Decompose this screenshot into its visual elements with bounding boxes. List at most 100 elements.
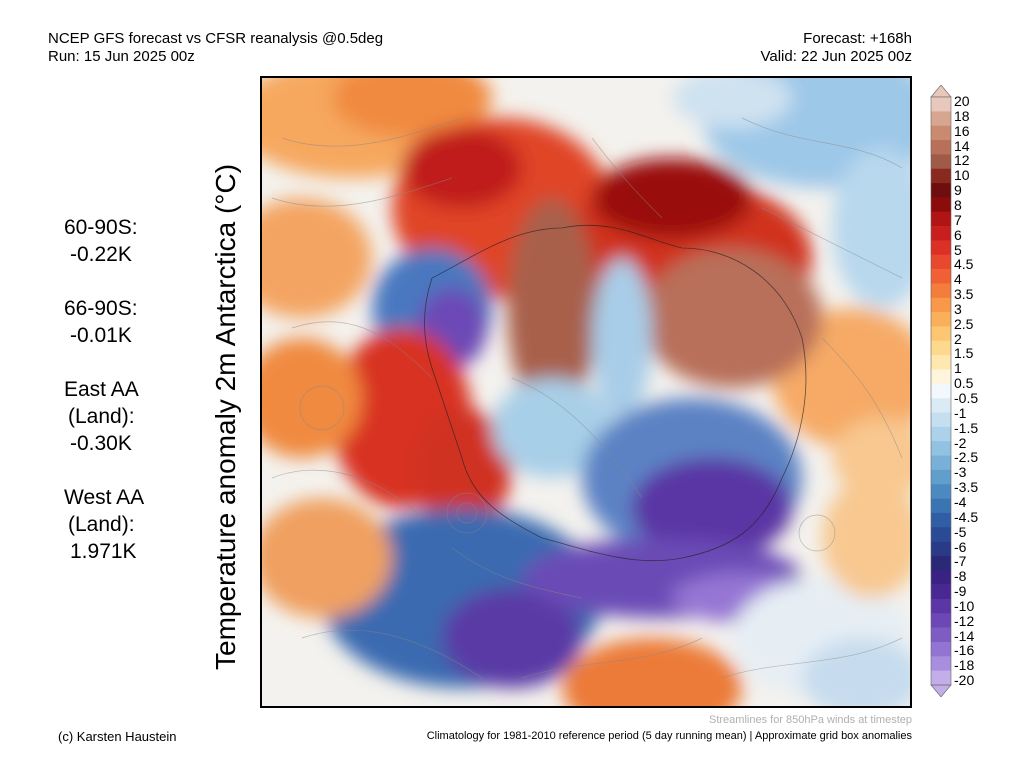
colorbar-swatch [931, 656, 951, 671]
climatology-note: Climatology for 1981-2010 reference peri… [426, 730, 912, 742]
colorbar-tick-label: -9 [954, 583, 967, 600]
colorbar-swatch [931, 312, 951, 327]
forecast-hour: Forecast: +168h [803, 30, 912, 47]
stat-east-aa: East AA (Land): -0.30K [64, 376, 144, 457]
header-right: Forecast: +168h Valid: 22 Jun 2025 00z [760, 30, 912, 66]
stat-label: East AA [64, 378, 139, 401]
stat-label: West AA [64, 486, 145, 509]
colorbar-tick-label: -0.5 [954, 390, 979, 406]
anomaly-field [262, 78, 910, 706]
colorbar-tick-label: 3 [954, 300, 962, 317]
header-left: NCEP GFS forecast vs CFSR reanalysis @0.… [48, 30, 383, 66]
colorbar-swatch [931, 297, 951, 313]
colorbar-tick-label: 1.5 [954, 345, 974, 362]
colorbar-tick-label: 2.5 [954, 315, 974, 332]
colorbar-tick-label: -18 [954, 657, 975, 674]
colorbar-tick-label: 4 [954, 271, 962, 288]
colorbar-swatch [931, 369, 951, 385]
stat-west-aa: West AA (Land): 1.971K [64, 484, 144, 565]
colorbar-swatch [931, 570, 951, 585]
stat-60-90s: 60-90S: -0.22K [64, 214, 144, 268]
regional-stats: 60-90S: -0.22K 66-90S: -0.01K East AA (L… [64, 214, 144, 592]
colorbar [930, 84, 952, 702]
colorbar-tick-label: 0.5 [954, 375, 974, 392]
stat-value: 1.971K [70, 540, 137, 563]
stat-value: -0.01K [70, 324, 132, 347]
colorbar-swatch [931, 211, 951, 227]
colorbar-tick-label: -4.5 [954, 508, 979, 525]
antarctica-coastline [424, 224, 807, 562]
colorbar-tick-label: -4 [954, 493, 967, 510]
colorbar-swatch [931, 97, 951, 112]
colorbar-tick-label: 2 [954, 330, 962, 347]
colorbar-tick-label: -6 [954, 538, 967, 555]
colorbar-swatches [930, 84, 952, 698]
colorbar-swatch [931, 484, 951, 499]
colorbar-tick-label: -2.5 [954, 449, 979, 466]
colorbar-swatch [931, 111, 951, 126]
colorbar-swatch [931, 613, 951, 628]
colorbar-tick-label: -1 [954, 404, 967, 421]
anomaly-map[interactable] [260, 76, 912, 708]
colorbar-tick-label: -2 [954, 434, 967, 451]
colorbar-tick-label: -14 [954, 627, 975, 644]
colorbar-tick-label: 20 [954, 93, 970, 109]
colorbar-swatch [931, 527, 951, 542]
colorbar-tick-label: -20 [954, 672, 975, 689]
colorbar-swatch [931, 670, 951, 686]
colorbar-tick-label: 12 [954, 152, 970, 169]
colorbar-tick-label: -1.5 [954, 419, 979, 436]
credit: (c) Karsten Haustein [58, 729, 177, 744]
stat-label-sub: (Land): [68, 405, 135, 428]
stat-value: -0.22K [70, 243, 132, 266]
colorbar-swatch [931, 455, 951, 471]
stat-label-sub: (Land): [68, 513, 135, 536]
colorbar-swatch [931, 340, 951, 356]
colorbar-swatch [931, 412, 951, 428]
colorbar-swatch [931, 627, 951, 643]
colorbar-max-arrow [930, 84, 952, 98]
colorbar-swatch [931, 197, 951, 213]
colorbar-swatch [931, 584, 951, 600]
colorbar-swatch [931, 355, 951, 370]
map-title: Temperature anomaly 2m Antarctica (°C) [210, 163, 241, 670]
colorbar-tick-label: -7 [954, 553, 967, 570]
colorbar-tick-label: -8 [954, 568, 967, 585]
colorbar-swatch [931, 183, 951, 198]
colorbar-tick-label: -16 [954, 642, 975, 659]
colorbar-tick-label: -5 [954, 523, 967, 540]
colorbar-tick-label: -3 [954, 464, 967, 481]
colorbar-swatch [931, 269, 951, 284]
colorbar-swatch [931, 383, 951, 399]
colorbar-swatch [931, 541, 951, 557]
colorbar-tick-label: 5 [954, 241, 962, 258]
colorbar-tick-label: 18 [954, 107, 970, 124]
colorbar-swatch [931, 240, 951, 256]
colorbar-swatch [931, 168, 951, 184]
streamlines [271, 117, 903, 679]
colorbar-tick-label: 10 [954, 167, 970, 184]
colorbar-swatch [931, 125, 951, 141]
colorbar-swatch [931, 140, 951, 155]
colorbar-swatch [931, 469, 951, 485]
colorbar-min-arrow [930, 684, 952, 698]
colorbar-tick-label: 4.5 [954, 256, 974, 273]
stat-value: -0.30K [70, 432, 132, 455]
colorbar-swatch [931, 326, 951, 342]
colorbar-tick-label: 14 [954, 137, 970, 154]
streamline-note: Streamlines for 850hPa winds at timestep [709, 714, 912, 726]
colorbar-tick-label: 9 [954, 182, 962, 199]
colorbar-swatch [931, 398, 951, 413]
colorbar-swatch [931, 283, 951, 299]
colorbar-swatch [931, 641, 951, 657]
colorbar-swatch [931, 426, 951, 442]
colorbar-swatch [931, 555, 951, 571]
colorbar-tick-label: -3.5 [954, 479, 979, 496]
colorbar-tick-label: 8 [954, 196, 962, 213]
valid-time: Valid: 22 Jun 2025 00z [760, 48, 912, 65]
colorbar-tick-label: 1 [954, 360, 962, 377]
run-time: Run: 15 Jun 2025 00z [48, 48, 195, 65]
colorbar-tick-label: -12 [954, 612, 975, 629]
stat-66-90s: 66-90S: -0.01K [64, 295, 144, 349]
colorbar-frame [930, 96, 952, 686]
